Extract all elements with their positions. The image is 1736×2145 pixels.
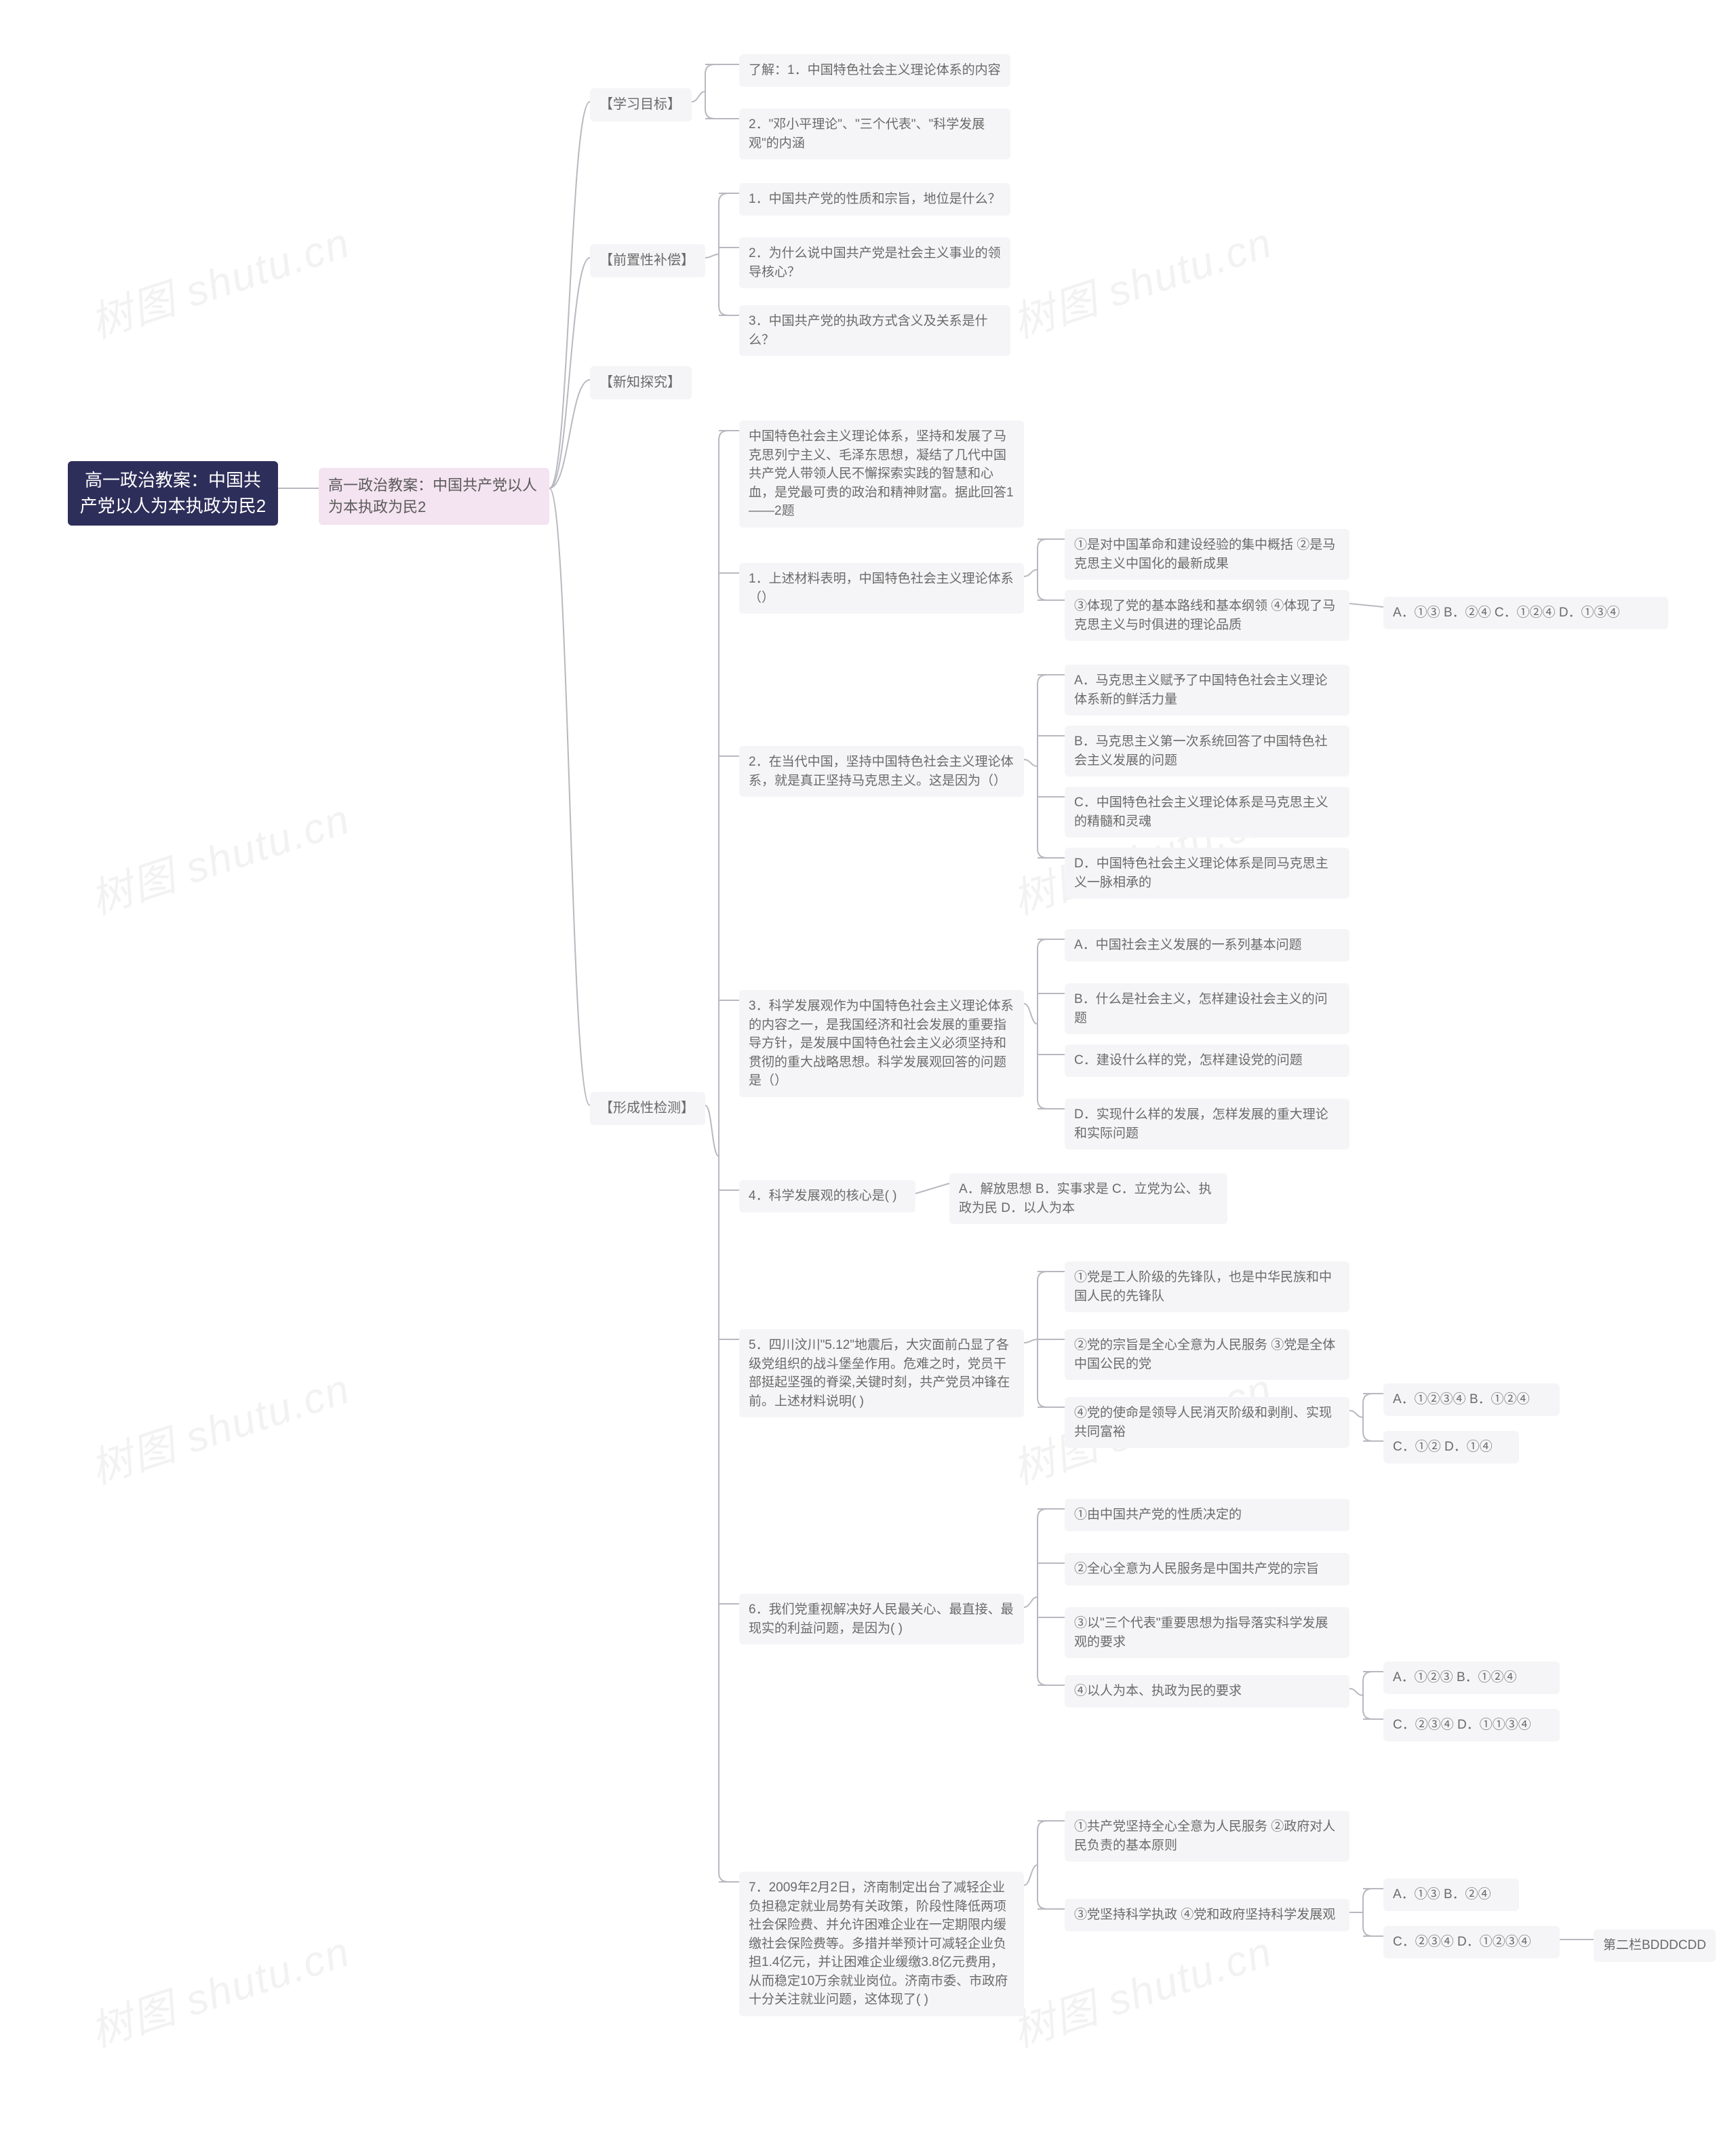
sec3-6-0: ①由中国共产党的性质决定的	[1065, 1499, 1349, 1531]
sec3-7-1: ③党坚持科学执政 ④党和政府坚持科学发展观	[1065, 1899, 1349, 1931]
sec1-2: 3．中国共产党的执政方式含义及关系是什么？	[739, 305, 1010, 356]
sec3-3-3: D．实现什么样的发展，怎样发展的重大理论和实际问题	[1065, 1099, 1349, 1149]
watermark: 树图 shutu.cn	[81, 208, 357, 349]
section-0: 【学习目标】	[590, 88, 692, 121]
watermark: 树图 shutu.cn	[1004, 208, 1279, 349]
section-1: 【前置性补偿】	[590, 244, 705, 277]
sec1-1: 2．为什么说中国共产党是社会主义事业的领导核心？	[739, 237, 1010, 288]
sec3-1-0: ①是对中国革命和建设经验的集中概括 ②是马克思主义中国化的最新成果	[1065, 529, 1349, 580]
sec3-7-1-1-0: 第二栏BDDDCDD	[1594, 1929, 1716, 1962]
sec3-3-0: A．中国社会主义发展的一系列基本问题	[1065, 929, 1349, 962]
sec3-7-0: ①共产党坚持全心全意为人民服务 ②政府对人民负责的基本原则	[1065, 1811, 1349, 1862]
sec3-5-2-0: A．①②③④ B．①②④	[1383, 1383, 1560, 1416]
sec3-1-1-0: A．①③ B．②④ C．①②④ D．①③④	[1383, 597, 1668, 629]
sec3-5-1: ②党的宗旨是全心全意为人民服务 ③党是全体中国公民的党	[1065, 1329, 1349, 1380]
sec3-6-2: ③以"三个代表"重要思想为指导落实科学发展观的要求	[1065, 1607, 1349, 1658]
sec3-4: 4．科学发展观的核心是( )	[739, 1180, 915, 1213]
sec3-6-3-1: C．②③④ D．①①③④	[1383, 1709, 1560, 1741]
sec3-6-3-0: A．①②③ B．①②④	[1383, 1661, 1560, 1694]
sec3-2: 2．在当代中国，坚持中国特色社会主义理论体系，就是真正坚持马克思主义。这是因为（…	[739, 746, 1024, 797]
sec3-5-0: ①党是工人阶级的先锋队，也是中华民族和中国人民的先锋队	[1065, 1261, 1349, 1312]
watermark: 树图 shutu.cn	[81, 1917, 357, 2058]
watermark: 树图 shutu.cn	[1004, 1917, 1279, 2058]
sec3-2-1: B．马克思主义第一次系统回答了中国特色社会主义发展的问题	[1065, 726, 1349, 776]
sec3-7-1-0: A．①③ B．②④	[1383, 1878, 1519, 1911]
sec3-6: 6．我们党重视解决好人民最关心、最直接、最现实的利益问题，是因为( )	[739, 1594, 1024, 1645]
sec3-1: 1．上述材料表明，中国特色社会主义理论体系（）	[739, 563, 1024, 614]
sec3-1-1: ③体现了党的基本路线和基本纲领 ④体现了马克思主义与时俱进的理论品质	[1065, 590, 1349, 641]
sec3-5-2-1: C．①② D．①④	[1383, 1431, 1519, 1463]
sec3-6-1: ②全心全意为人民服务是中国共产党的宗旨	[1065, 1553, 1349, 1586]
sec3-4-0: A．解放思想 B．实事求是 C．立党为公、执政为民 D．以人为本	[949, 1173, 1227, 1224]
sec3-2-2: C．中国特色社会主义理论体系是马克思主义的精髓和灵魂	[1065, 787, 1349, 838]
sec3-0: 中国特色社会主义理论体系，坚持和发展了马克思列宁主义、毛泽东思想，凝结了几代中国…	[739, 420, 1024, 528]
sec3-7-1-1: C．②③④ D．①②③④	[1383, 1926, 1560, 1959]
sec3-7: 7．2009年2月2日，济南制定出台了减轻企业负担稳定就业局势有关政策，阶段性降…	[739, 1872, 1024, 2016]
sec3-6-3: ④以人为本、执政为民的要求	[1065, 1675, 1349, 1708]
section-2: 【新知探究】	[590, 366, 692, 399]
sec3-2-0: A．马克思主义赋予了中国特色社会主义理论体系新的鲜活力量	[1065, 665, 1349, 715]
lvl1-node: 高一政治教案：中国共产党以人为本执政为民2	[319, 468, 549, 525]
root-node: 高一政治教案：中国共产党以人为本执政为民2	[68, 461, 278, 526]
sec3-3-2: C．建设什么样的党，怎样建设党的问题	[1065, 1044, 1349, 1077]
watermark: 树图 shutu.cn	[81, 1354, 357, 1495]
sec3-5-2: ④党的使命是领导人民消灭阶级和剥削、实现共同富裕	[1065, 1397, 1349, 1448]
watermark: 树图 shutu.cn	[81, 785, 357, 926]
sec3-5: 5．四川汶川"5.12"地震后，大灾面前凸显了各级党组织的战斗堡垒作用。危难之时…	[739, 1329, 1024, 1417]
sec3-3: 3．科学发展观作为中国特色社会主义理论体系的内容之一，是我国经济和社会发展的重要…	[739, 990, 1024, 1097]
section-3: 【形成性检测】	[590, 1092, 705, 1125]
sec0-1: 2．"邓小平理论"、"三个代表"、"科学发展观"的内涵	[739, 109, 1010, 159]
sec3-2-3: D．中国特色社会主义理论体系是同马克思主义一脉相承的	[1065, 848, 1349, 899]
sec1-0: 1．中国共产党的性质和宗旨，地位是什么？	[739, 183, 1010, 216]
sec0-0: 了解：1．中国特色社会主义理论体系的内容	[739, 54, 1010, 87]
sec3-3-1: B．什么是社会主义，怎样建设社会主义的问题	[1065, 983, 1349, 1034]
